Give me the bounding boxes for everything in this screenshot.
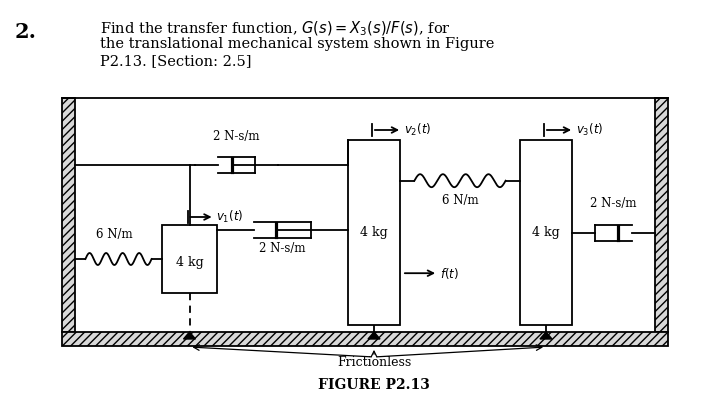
Text: FIGURE P2.13: FIGURE P2.13 <box>318 378 430 392</box>
Text: 2 N-s/m: 2 N-s/m <box>259 242 306 255</box>
Text: 4 kg: 4 kg <box>176 256 203 269</box>
Text: 4 kg: 4 kg <box>532 226 560 239</box>
Text: Find the transfer function, $G(s) = X_3(s)/F(s)$, for: Find the transfer function, $G(s) = X_3(… <box>100 20 451 38</box>
Text: $v_2(t)$: $v_2(t)$ <box>404 122 431 138</box>
Bar <box>62 98 75 332</box>
Text: 6 N/m: 6 N/m <box>441 194 478 206</box>
Text: the translational mechanical system shown in Figure: the translational mechanical system show… <box>100 37 495 51</box>
Text: 4 kg: 4 kg <box>360 226 388 239</box>
Polygon shape <box>540 332 552 339</box>
Bar <box>162 225 217 293</box>
Polygon shape <box>368 332 380 339</box>
Text: Frictionless: Frictionless <box>337 356 411 369</box>
Polygon shape <box>184 332 196 339</box>
Text: $v_1(t)$: $v_1(t)$ <box>217 209 244 225</box>
Bar <box>655 98 668 332</box>
Text: $v_3(t)$: $v_3(t)$ <box>576 122 603 138</box>
Text: 6 N/m: 6 N/m <box>96 228 132 241</box>
Bar <box>348 140 400 325</box>
Bar <box>520 140 572 325</box>
Text: $f(t)$: $f(t)$ <box>440 266 459 281</box>
Text: 2 N-s/m: 2 N-s/m <box>590 197 636 211</box>
Text: P2.13. [Section: 2.5]: P2.13. [Section: 2.5] <box>100 54 251 68</box>
Text: 2 N-s/m: 2 N-s/m <box>213 130 260 143</box>
Text: 2.: 2. <box>15 22 37 42</box>
Bar <box>62 332 668 346</box>
